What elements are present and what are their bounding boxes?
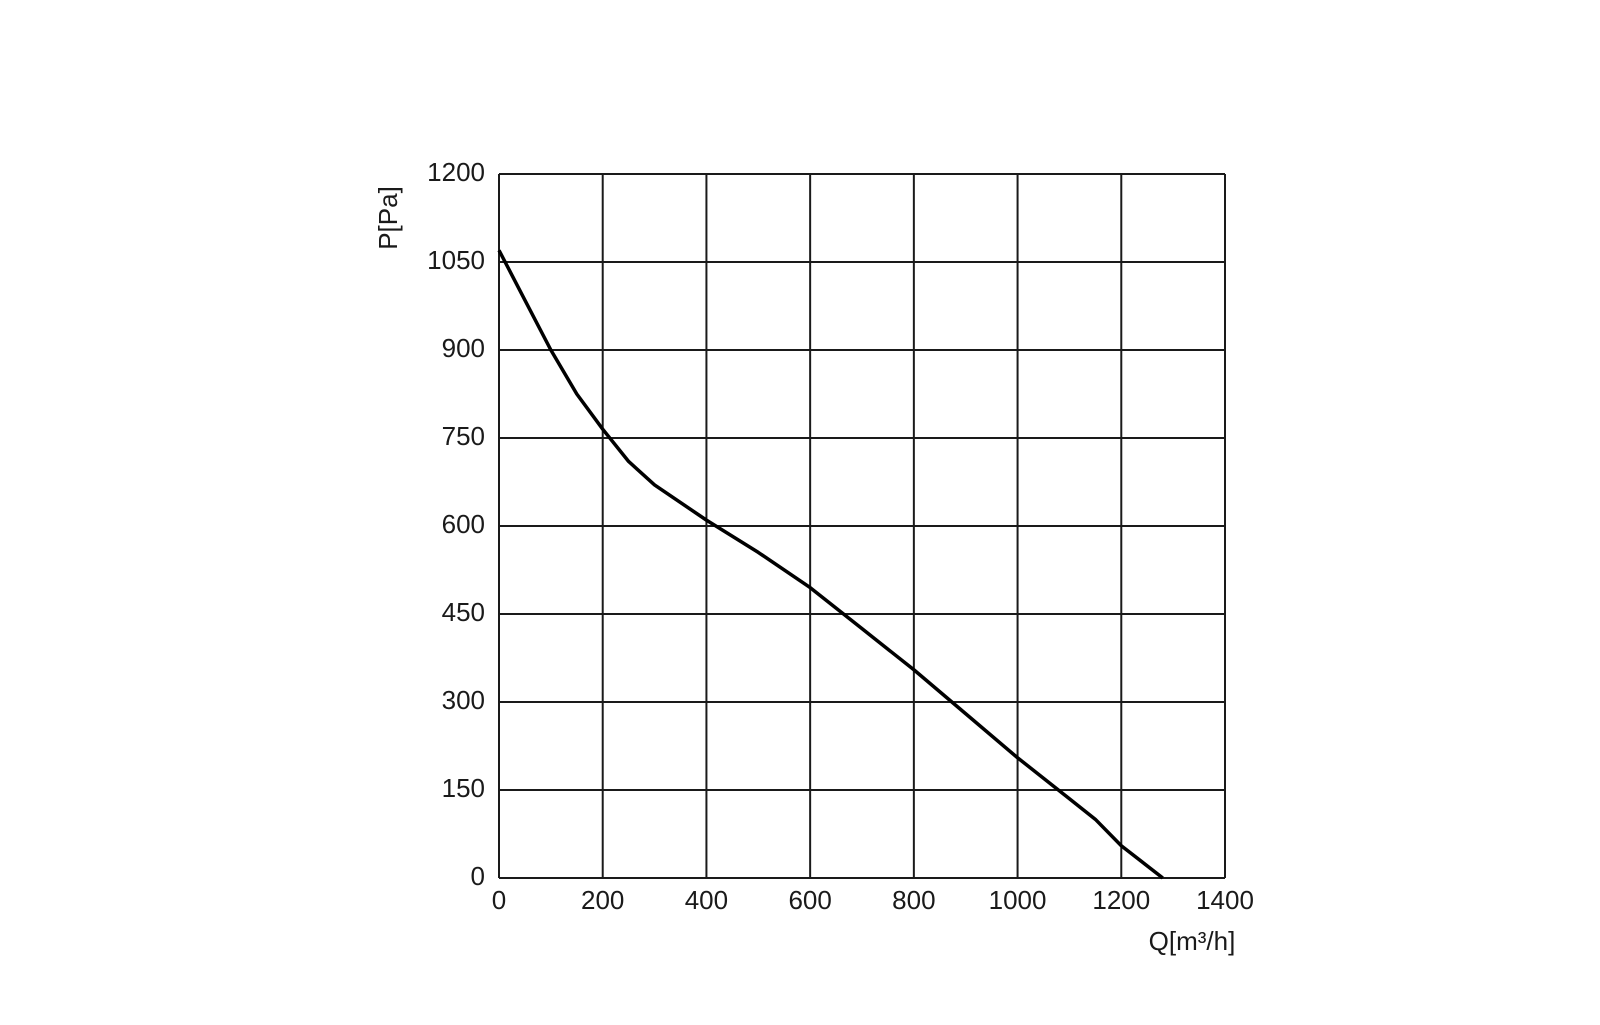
x-tick-label: 800 [892, 885, 935, 915]
x-tick-label: 1000 [989, 885, 1047, 915]
y-tick-label: 0 [471, 861, 485, 891]
x-tick-label: 400 [685, 885, 728, 915]
line [497, 249, 1164, 880]
y-axis-label: P[Pa] [373, 186, 403, 250]
y-tick-label: 1050 [427, 245, 485, 275]
y-tick-label: 600 [442, 509, 485, 539]
y-tick-label: 750 [442, 421, 485, 451]
x-axis-label: Q[m³/h] [1149, 926, 1236, 956]
x-tick-label: 1200 [1092, 885, 1150, 915]
x-tick-label: 1400 [1196, 885, 1254, 915]
y-tick-label: 900 [442, 333, 485, 363]
y-tick-label: 300 [442, 685, 485, 715]
x-tick-label: 600 [788, 885, 831, 915]
x-tick-label: 0 [492, 885, 506, 915]
y-tick-label: 1200 [427, 157, 485, 187]
y-tick-label: 150 [442, 773, 485, 803]
y-tick-label: 450 [442, 597, 485, 627]
x-tick-label: 200 [581, 885, 624, 915]
